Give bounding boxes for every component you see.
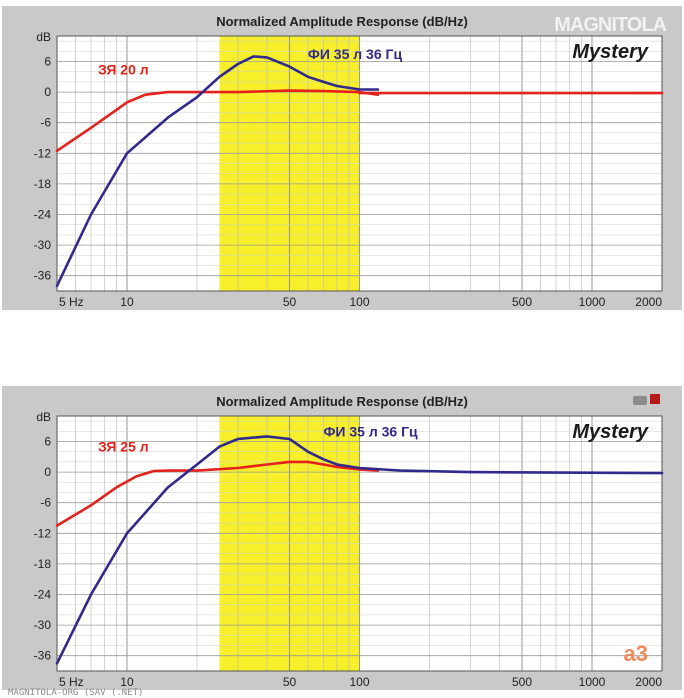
sealed-box-label: ЗЯ 20 л xyxy=(98,61,149,77)
y-axis-label: dB xyxy=(36,410,51,424)
chart-title: Normalized Amplitude Response (dB/Hz) xyxy=(216,14,468,29)
x-tick-label: 5 Hz xyxy=(59,295,84,309)
window-controls xyxy=(633,394,660,405)
x-tick-label: 500 xyxy=(512,675,532,689)
chart-1-plot: dB 6 0 -6 -12 -18 -24 -30 -36 5 Hz 10 50 100 500 1000 2… xyxy=(34,30,664,309)
plot-frame xyxy=(56,415,663,672)
x-tick-label: 100 xyxy=(349,675,369,689)
source-watermark: MAGNITOLA-ORG (SAV (.NET) xyxy=(8,688,144,698)
vented-box-label: ФИ 35 л 36 Гц xyxy=(323,423,418,439)
series-line-0 xyxy=(55,460,380,527)
series-line-2 xyxy=(469,470,664,475)
y-tick-label: -30 xyxy=(34,238,52,252)
y-tick-label: -30 xyxy=(34,618,52,632)
chart-panel-1: Normalized Amplitude Response (dB/Hz) MA… xyxy=(2,6,682,310)
y-tick-label: -18 xyxy=(34,177,52,191)
y-tick-label: 0 xyxy=(44,465,51,479)
sealed-box-label: ЗЯ 25 л xyxy=(98,439,149,455)
y-tick-label: 6 xyxy=(44,435,51,449)
x-tick-label: 2000 xyxy=(635,295,662,309)
magnitola-watermark: MAGNITOLA xyxy=(554,14,667,36)
y-tick-label: -24 xyxy=(34,208,52,222)
x-tick-label: 10 xyxy=(120,295,134,309)
x-tick-label: 500 xyxy=(512,295,532,309)
x-tick-label: 10 xyxy=(120,675,134,689)
chart-2-plot: dB 6 0 -6 -12 -18 -24 -30 -36 5 Hz 10 50 100 500 1000 2… xyxy=(34,410,664,689)
plot-frame xyxy=(56,35,663,292)
y-tick-label: -12 xyxy=(34,146,52,160)
y-tick-label: 0 xyxy=(44,85,51,99)
x-tick-label: 50 xyxy=(283,675,297,689)
minimize-icon[interactable] xyxy=(633,396,647,405)
y-axis-label: dB xyxy=(36,30,51,44)
brand-label: Mystery xyxy=(572,421,648,443)
chart-title: Normalized Amplitude Response (dB/Hz) xyxy=(216,394,468,409)
y-tick-label: -6 xyxy=(40,116,51,130)
x-tick-label: 1000 xyxy=(579,675,606,689)
x-tick-label: 1000 xyxy=(579,295,606,309)
chart-panel-2: Normalized Amplitude Response (dB/Hz) dB… xyxy=(2,386,682,698)
y-tick-label: 6 xyxy=(44,55,51,69)
y-tick-label: -36 xyxy=(34,269,52,283)
close-icon[interactable] xyxy=(650,394,660,404)
y-tick-label: -24 xyxy=(34,588,52,602)
vented-box-label: ФИ 35 л 36 Гц xyxy=(308,46,403,62)
y-tick-label: -18 xyxy=(34,557,52,571)
magazine-logo: a3 xyxy=(624,641,648,666)
series-line-1 xyxy=(55,55,380,288)
y-tick-label: -6 xyxy=(40,496,51,510)
x-tick-label: 2000 xyxy=(635,675,662,689)
series-line-0 xyxy=(55,89,380,153)
y-tick-label: -12 xyxy=(34,526,52,540)
x-tick-label: 100 xyxy=(349,295,369,309)
series-line-1 xyxy=(55,435,472,665)
brand-label: Mystery xyxy=(572,41,648,63)
x-tick-label: 50 xyxy=(283,295,297,309)
y-tick-label: -36 xyxy=(34,649,52,663)
x-tick-label: 5 Hz xyxy=(59,675,84,689)
